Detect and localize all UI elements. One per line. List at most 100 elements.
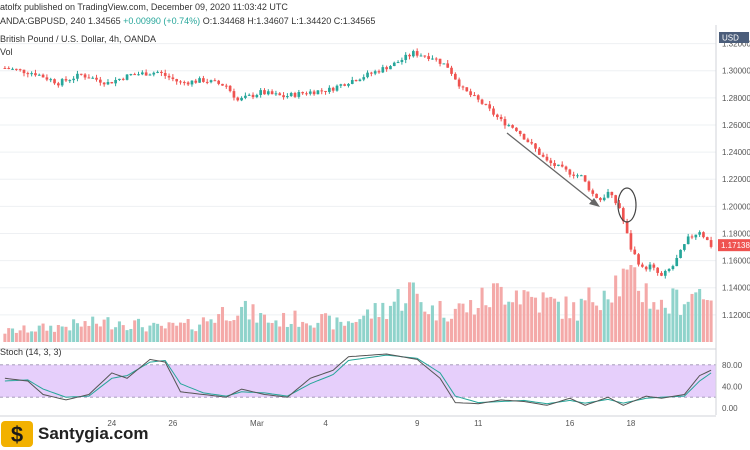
volume-bar: [64, 326, 68, 342]
price-tick-label: 1.14000: [722, 284, 750, 293]
volume-bar: [335, 317, 339, 342]
candles: [3, 48, 713, 279]
candle-body: [362, 77, 366, 80]
volume-bar: [705, 300, 709, 342]
candle-body: [671, 266, 675, 269]
candle-body: [343, 84, 346, 86]
volume-bar: [621, 268, 625, 342]
time-axis: 24 26 Mar 4 9 11 16 18: [0, 415, 716, 428]
volume-bar: [320, 314, 324, 342]
candle-body: [102, 82, 106, 85]
volume-bar: [152, 322, 156, 342]
volume-bar: [449, 318, 454, 342]
volume-bar: [701, 299, 705, 342]
time-tick-label: 9: [415, 419, 420, 428]
volume-bar: [686, 301, 690, 342]
price-tick-label: 1.20000: [722, 202, 750, 211]
candle-body: [431, 58, 434, 60]
volume-bar: [41, 323, 45, 342]
volume-bar: [266, 322, 270, 342]
candle-body: [591, 190, 595, 194]
volume-bar: [434, 320, 438, 342]
volume-bar: [522, 290, 526, 342]
candle-body: [518, 130, 522, 134]
volume-bar: [129, 328, 133, 342]
volume-bar: [37, 325, 41, 342]
volume-bar: [87, 325, 91, 342]
candle-body: [560, 164, 564, 167]
candle-body: [251, 94, 255, 98]
candle-body: [209, 80, 213, 83]
candle-body: [244, 95, 247, 98]
candle-body: [660, 272, 663, 276]
candle-body: [537, 148, 541, 155]
candle-body: [366, 72, 369, 78]
candle-body: [396, 62, 400, 64]
volume-bar: [427, 314, 431, 342]
candle-body: [526, 139, 530, 143]
candle-body: [621, 208, 625, 222]
candle-body: [156, 71, 159, 73]
grid: [0, 43, 716, 316]
candle-body: [679, 249, 682, 258]
stoch-label: Stoch (14, 3, 3): [0, 347, 62, 357]
candle-body: [76, 73, 79, 79]
candle-body: [232, 91, 236, 98]
candle-body: [454, 73, 457, 80]
candle-body: [175, 79, 179, 82]
stoch-tick-label: 80.00: [722, 361, 743, 370]
volume-bar: [106, 317, 110, 342]
candle-body: [255, 94, 259, 98]
volume-bar: [671, 288, 675, 342]
candle-body: [652, 264, 656, 268]
time-tick-label: 16: [565, 419, 574, 428]
volume-bars: [3, 265, 713, 342]
candle-body: [41, 74, 45, 78]
volume-bar: [289, 323, 293, 342]
stoch-lines: [4, 353, 712, 406]
candle-body: [618, 203, 621, 209]
candle-body: [247, 94, 251, 96]
volume-bar: [304, 323, 308, 342]
candle-body: [709, 240, 713, 247]
volume-bar: [511, 302, 515, 342]
time-tick-label: Mar: [250, 419, 264, 428]
volume-bar: [663, 307, 667, 342]
candle-body: [702, 232, 705, 238]
publisher-text: atolfx published on TradingView.com, Dec…: [0, 2, 288, 12]
candle-body: [57, 83, 60, 86]
volume-bar: [404, 303, 408, 342]
volume-bar: [461, 303, 465, 342]
volume-bar: [606, 299, 610, 342]
volume-bar: [259, 313, 263, 342]
volume-bar: [159, 325, 163, 342]
volume-bar: [514, 290, 518, 342]
volume-bar: [339, 321, 343, 342]
volume-bar: [53, 331, 57, 342]
candle-body: [515, 127, 518, 131]
ohlc-values: O:1.34468 H:1.34607 L:1.34420 C:1.34565: [202, 16, 376, 26]
price-tick-label: 1.12000: [722, 311, 750, 320]
volume-bar: [201, 317, 205, 342]
stoch-overbought-band: [0, 364, 716, 398]
volume-bar: [18, 330, 22, 342]
candle-body: [274, 93, 278, 95]
volume-bar: [446, 321, 450, 342]
candle-body: [541, 154, 545, 157]
candle-body: [64, 79, 68, 81]
price-tick-label: 1.28000: [722, 94, 750, 103]
candle-body: [11, 68, 14, 70]
candle-body: [641, 264, 644, 267]
volume-bar: [438, 300, 442, 342]
candle-body: [427, 56, 430, 60]
candle-body: [648, 264, 652, 270]
candle-body: [557, 164, 560, 166]
candle-body: [34, 73, 37, 76]
volume-bar: [698, 288, 702, 342]
chart-title: British Pound / U.S. Dollar, 4h, OANDA: [0, 34, 156, 44]
candle-body: [667, 268, 671, 271]
candle-body: [595, 193, 598, 198]
volume-bar: [327, 315, 331, 342]
volume-bar: [144, 331, 148, 342]
candle-body: [705, 237, 709, 241]
